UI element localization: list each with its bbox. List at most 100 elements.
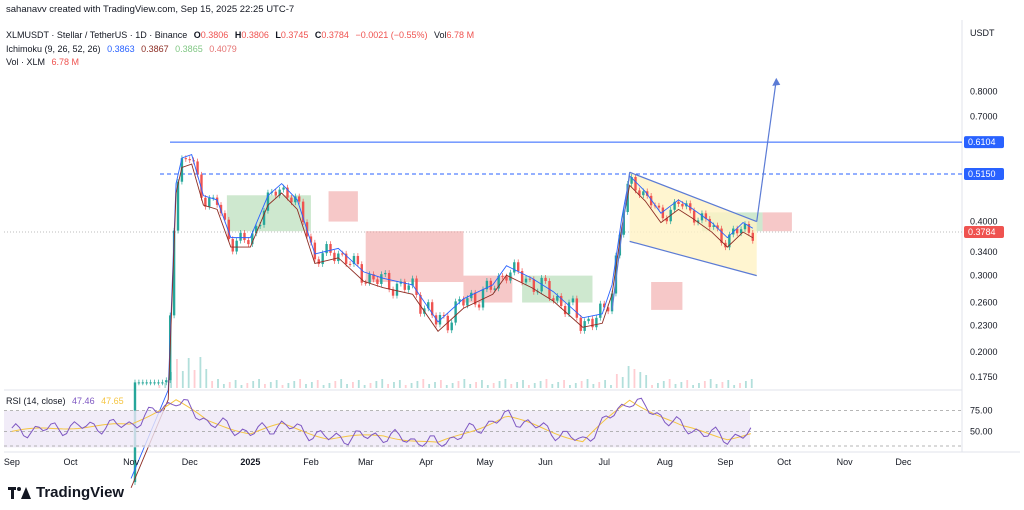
candle-body: [290, 197, 293, 203]
candle-body: [325, 244, 328, 254]
volume-bar: [457, 381, 460, 388]
volume-bar: [633, 369, 636, 388]
candle-body: [681, 203, 684, 207]
rsi-tick-label: 75.00: [970, 406, 993, 416]
ohlc-open: O0.3806: [193, 30, 229, 40]
candle-body: [571, 298, 575, 303]
volume-bar: [199, 357, 202, 388]
volume-bar: [246, 383, 249, 388]
volume-bar: [680, 382, 683, 388]
candle-body: [634, 176, 637, 191]
candle-body: [274, 191, 277, 196]
candle-body: [532, 279, 536, 292]
x-tick-label: Nov: [837, 457, 854, 467]
rsi-tick-label: 50.00: [970, 426, 993, 436]
symbol-legend[interactable]: XLMUSDT · Stellar / TetherUS · 1D · Bina…: [6, 30, 478, 40]
volume-bar: [340, 379, 343, 388]
candle-body: [587, 318, 590, 322]
volume-bar: [610, 385, 612, 388]
rsi-legend[interactable]: RSI (14, close) 47.46 47.65: [6, 396, 128, 406]
candle-body: [262, 210, 266, 225]
volume-bar: [668, 379, 671, 388]
volume-bar: [645, 375, 648, 388]
candle-body: [298, 196, 301, 202]
candle-body: [184, 158, 188, 160]
volume-bar: [305, 384, 307, 388]
volume-bar: [481, 380, 483, 388]
candle-body: [505, 276, 508, 281]
volume-bar: [181, 371, 184, 388]
candle-body: [544, 277, 547, 282]
rsi-line: [11, 397, 752, 447]
candle-body: [696, 220, 700, 223]
x-tick-label: Dec: [895, 457, 912, 467]
ichimoku-legend[interactable]: Ichimoku (9, 26, 52, 26) 0.3863 0.3867 0…: [6, 44, 241, 54]
symbol-name: XLMUSDT · Stellar / TetherUS · 1D · Bina…: [6, 30, 188, 40]
candle-body: [333, 252, 336, 262]
candle-body: [622, 212, 625, 235]
volume-bar: [527, 385, 530, 388]
candle-body: [520, 271, 524, 283]
volume-bar: [410, 383, 413, 388]
volume-bar: [727, 380, 730, 388]
volume-bar: [258, 379, 260, 388]
volume-bar: [293, 381, 296, 388]
rsi-label: RSI (14, close): [6, 396, 66, 406]
candle-body: [266, 192, 270, 211]
volume-bar: [615, 374, 618, 388]
volume-bar: [398, 380, 401, 388]
candle-body: [614, 255, 618, 294]
volume-bar: [492, 383, 495, 388]
candle-body: [603, 303, 606, 308]
candle-body: [450, 322, 453, 331]
volume-bar: [475, 382, 477, 388]
volume-bar: [387, 384, 389, 388]
candle-body: [153, 382, 156, 384]
tenkan-line: [130, 154, 754, 479]
candle-body: [599, 303, 602, 318]
price-label-box: [964, 225, 1004, 238]
candle-body: [704, 213, 708, 219]
candle-body: [743, 224, 747, 230]
currency-label: USDT: [970, 28, 995, 38]
volume-bar: [328, 383, 331, 388]
volume-bar: [639, 372, 642, 388]
volume-value: 6.78 M: [51, 57, 80, 67]
ohlc-change: −0.0021 (−0.55%): [355, 30, 428, 40]
candle-body: [239, 232, 242, 241]
volume-bar: [522, 380, 524, 388]
candle-body: [427, 302, 430, 309]
candle-body: [235, 240, 238, 252]
candle-body: [595, 317, 598, 328]
candle-body: [583, 321, 586, 331]
volume-bar: [363, 385, 366, 388]
candle-body: [282, 187, 285, 190]
candle-body: [372, 274, 375, 280]
volume-bar: [234, 380, 237, 388]
volume-bar: [674, 384, 677, 388]
candle-body: [356, 255, 360, 265]
x-tick-label: Nov: [123, 457, 140, 467]
volume-bar: [557, 382, 560, 388]
candle-body: [258, 224, 262, 227]
volume-bar: [516, 382, 519, 388]
candle-body: [364, 282, 367, 284]
volume-bar: [569, 385, 571, 388]
x-tick-label: 2025: [240, 457, 260, 467]
volume-bar: [580, 381, 583, 388]
candle-body: [751, 232, 755, 241]
candle-body: [313, 242, 317, 260]
x-tick-label: Feb: [303, 457, 319, 467]
x-tick-label: Aug: [657, 457, 673, 467]
volume-bar: [275, 380, 278, 388]
volume-legend[interactable]: Vol · XLM 6.78 M: [6, 57, 83, 67]
tradingview-logo-icon: [8, 486, 32, 499]
candle-body: [376, 279, 379, 284]
candle-body: [692, 210, 696, 223]
ichimoku-kijun-value: 0.3867: [141, 44, 169, 54]
volume-bar: [375, 381, 378, 388]
candle-body: [352, 255, 356, 265]
candle-body: [317, 259, 320, 265]
candle-body: [497, 275, 500, 289]
